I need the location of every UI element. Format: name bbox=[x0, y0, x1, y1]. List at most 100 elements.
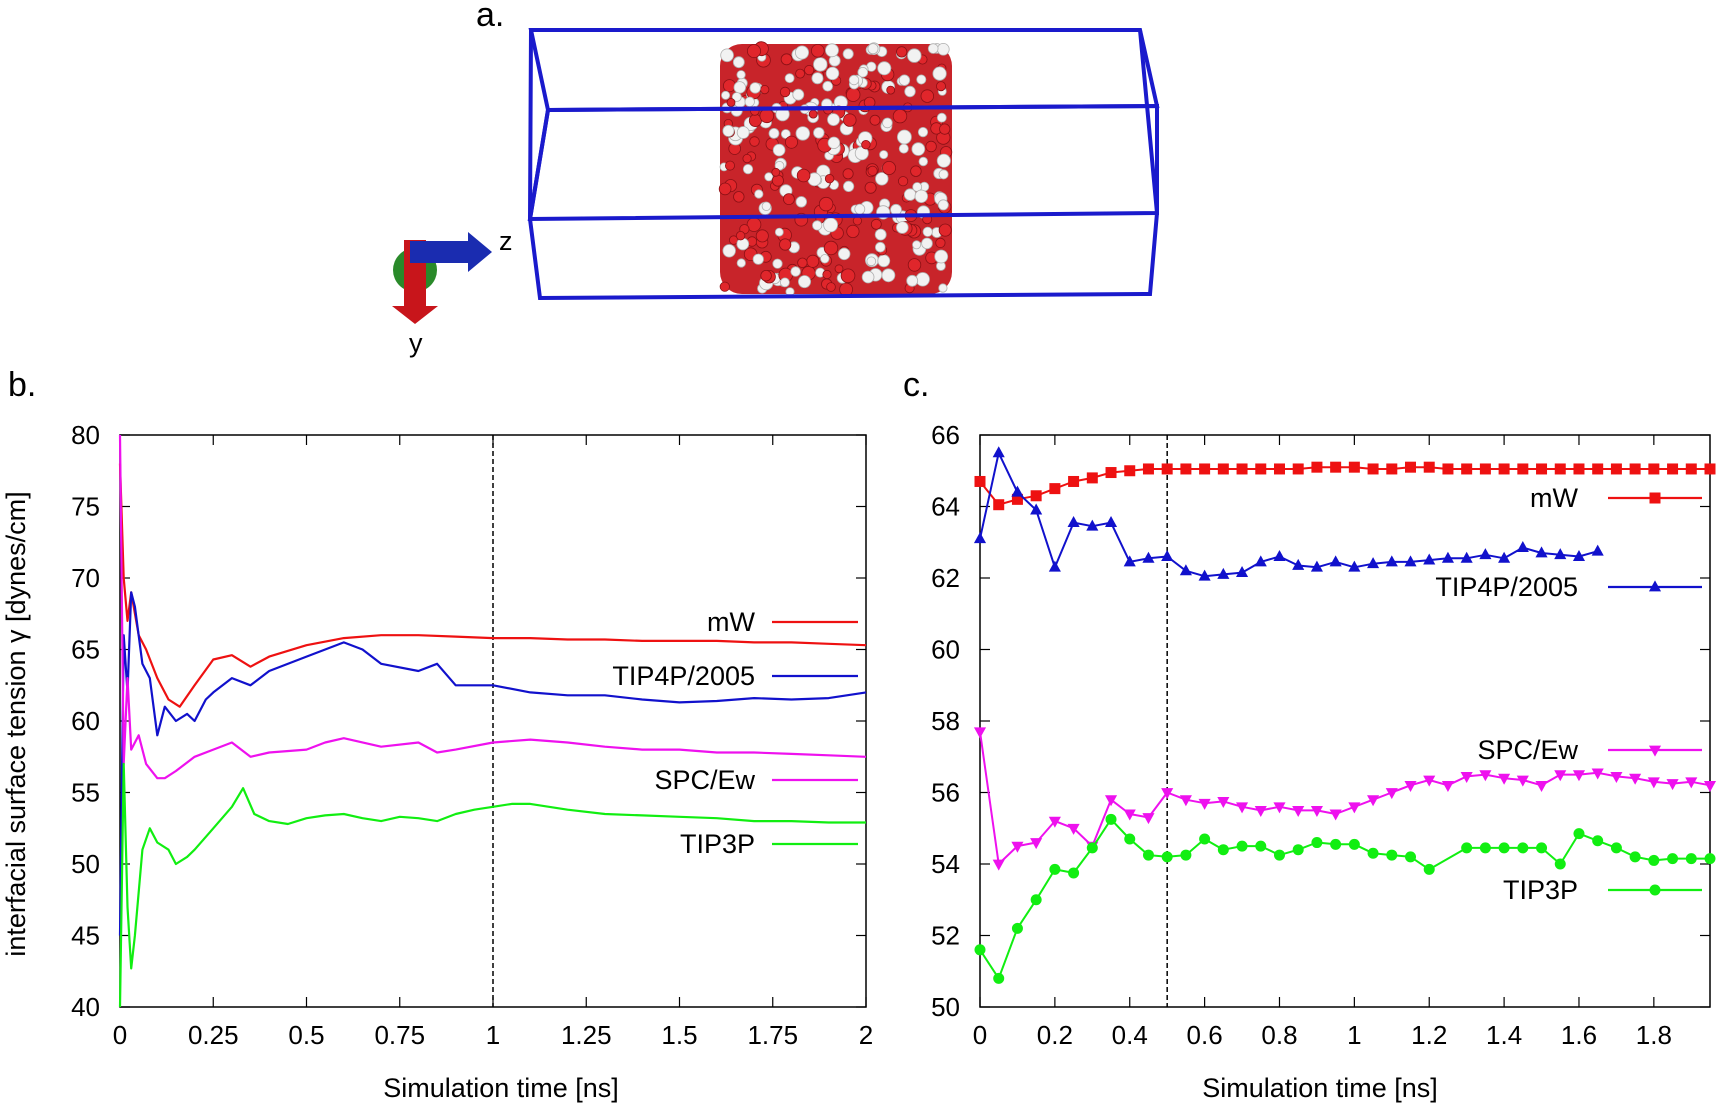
plot-area: 40 45 50 55 60 65 70 75 80 0 0.25 0.5 0.75 1 1.25 1.5 1.… bbox=[71, 420, 873, 1050]
legend-label: mW bbox=[707, 607, 755, 637]
legend-item-mw: mW bbox=[1530, 483, 1702, 513]
data-point bbox=[1591, 768, 1604, 780]
data-point bbox=[1086, 472, 1098, 484]
x-tick-label: 0.2 bbox=[1037, 1020, 1073, 1050]
y-tick-label: 64 bbox=[931, 492, 960, 522]
data-point bbox=[1011, 922, 1023, 934]
data-point bbox=[1067, 823, 1080, 835]
data-point bbox=[1273, 802, 1286, 814]
data-point bbox=[1049, 483, 1061, 495]
data-point bbox=[1011, 841, 1024, 853]
data-point bbox=[1666, 779, 1679, 791]
data-point bbox=[1423, 461, 1435, 473]
plot-frame bbox=[979, 434, 1711, 1008]
data-point bbox=[1142, 463, 1154, 475]
data-point bbox=[992, 859, 1005, 871]
data-point bbox=[1329, 809, 1342, 821]
data-point bbox=[1572, 549, 1586, 561]
legend-item-mw: mW bbox=[707, 607, 858, 637]
x-tick-label: 0.8 bbox=[1261, 1020, 1297, 1050]
data-point bbox=[1030, 490, 1042, 502]
legend-item-tip4p-2005: TIP4P/2005 bbox=[1435, 572, 1702, 602]
x-tick-label: 2 bbox=[859, 1020, 873, 1050]
data-point bbox=[1517, 842, 1529, 854]
z-axis-arrow-icon bbox=[410, 241, 470, 263]
x-tick-label: 0.75 bbox=[374, 1020, 425, 1050]
data-point bbox=[1255, 840, 1267, 852]
data-point bbox=[1703, 780, 1717, 792]
y-tick-label: 70 bbox=[71, 563, 100, 593]
data-point bbox=[1367, 463, 1379, 475]
x-tick-label: 1 bbox=[486, 1020, 500, 1050]
series-tip3p bbox=[974, 813, 1716, 984]
data-point bbox=[1461, 463, 1473, 475]
data-point bbox=[1516, 541, 1529, 553]
data-point bbox=[1198, 798, 1211, 810]
data-point bbox=[1104, 515, 1118, 527]
data-point bbox=[1572, 770, 1586, 782]
data-point bbox=[1273, 849, 1285, 861]
box-front-edges bbox=[527, 29, 1159, 301]
data-point bbox=[1573, 463, 1585, 475]
series-tip4p-2005 bbox=[973, 446, 1604, 581]
legend-label: TIP3P bbox=[680, 829, 755, 859]
data-point bbox=[1292, 844, 1304, 856]
data-point bbox=[1048, 816, 1061, 828]
y-tick-label: 40 bbox=[71, 992, 100, 1022]
data-point bbox=[1067, 515, 1080, 527]
data-point bbox=[1254, 805, 1267, 817]
legend-item-tip3p: TIP3P bbox=[1503, 875, 1702, 905]
data-point bbox=[1385, 555, 1398, 567]
data-point bbox=[1479, 770, 1492, 782]
data-point bbox=[1367, 557, 1380, 569]
data-point bbox=[1292, 463, 1304, 475]
legend-label: mW bbox=[1530, 483, 1578, 513]
data-point bbox=[1423, 775, 1436, 787]
data-point bbox=[1161, 463, 1173, 475]
data-point bbox=[974, 475, 986, 487]
x-tick-label: 1.6 bbox=[1561, 1020, 1597, 1050]
y-axis-title: interfacial surface tension γ [dynes/cm] bbox=[1, 491, 31, 956]
data-point bbox=[1104, 795, 1118, 807]
data-point bbox=[1161, 851, 1173, 863]
y-tick-label: 50 bbox=[71, 849, 100, 879]
x-tick-label: 0.25 bbox=[188, 1020, 239, 1050]
series-tip4p-2005 bbox=[118, 591, 867, 936]
x-tick-label: 1.25 bbox=[561, 1020, 612, 1050]
legend-marker bbox=[1649, 884, 1661, 896]
data-point bbox=[1386, 463, 1398, 475]
y-tick-label: 54 bbox=[931, 849, 960, 879]
legend-marker bbox=[1648, 580, 1662, 592]
series-line-tip3p bbox=[118, 762, 866, 1008]
data-point bbox=[1310, 560, 1323, 572]
data-point bbox=[973, 532, 987, 544]
x-tick-label: 0 bbox=[113, 1020, 127, 1050]
data-point bbox=[1236, 463, 1248, 475]
data-point bbox=[1311, 837, 1323, 849]
legend-label: SPC/Ew bbox=[1477, 735, 1578, 765]
series-line-spc-ew bbox=[118, 434, 867, 780]
data-point bbox=[1348, 838, 1360, 850]
data-point bbox=[974, 944, 986, 956]
data-point bbox=[1460, 551, 1473, 563]
y-tick-label: 66 bbox=[931, 420, 960, 450]
y-axis-label: y bbox=[409, 328, 423, 358]
data-point bbox=[1536, 842, 1548, 854]
data-point bbox=[1011, 485, 1024, 497]
data-point bbox=[1536, 463, 1548, 475]
legend-item-spc-ew: SPC/Ew bbox=[1477, 735, 1702, 765]
data-point bbox=[1030, 838, 1043, 850]
data-point bbox=[1461, 842, 1473, 854]
data-point bbox=[1591, 544, 1604, 556]
data-point bbox=[1199, 833, 1211, 845]
data-point bbox=[1610, 842, 1622, 854]
data-point bbox=[1217, 844, 1229, 856]
data-point bbox=[1068, 475, 1080, 487]
water-slab-illustration bbox=[718, 41, 953, 297]
data-point bbox=[1049, 863, 1061, 875]
data-point bbox=[1273, 549, 1286, 561]
data-point bbox=[1423, 553, 1436, 565]
data-point bbox=[1161, 549, 1174, 561]
data-point bbox=[1592, 463, 1604, 475]
simulation-box-wireframe bbox=[527, 28, 1160, 301]
